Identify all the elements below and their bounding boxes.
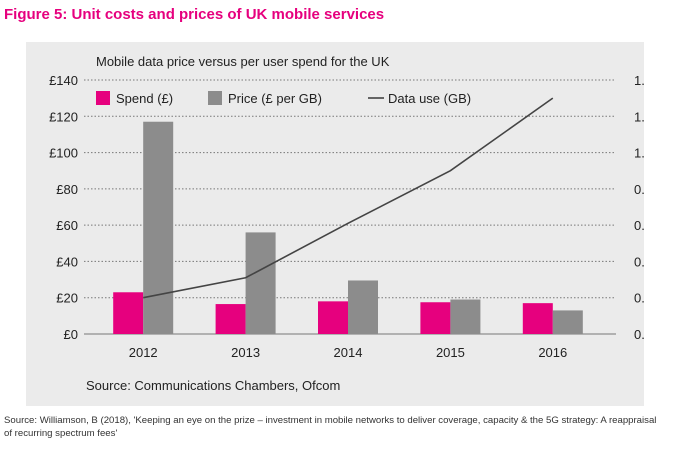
right-tick-label: 0.0 — [634, 327, 644, 342]
legend-swatch-spend — [96, 91, 110, 105]
left-tick-label: £100 — [49, 146, 78, 161]
left-axis: £0 £20 £40 £60 £80 £100 £120 £140 — [49, 73, 78, 342]
left-tick-label: £0 — [64, 327, 78, 342]
x-axis: 2012 2013 2014 2015 2016 — [129, 345, 568, 360]
right-tick-label: 1.4 — [634, 73, 644, 88]
spend-bar — [522, 303, 553, 334]
price-bar — [245, 232, 276, 334]
legend-label: Price (£ per GB) — [228, 91, 322, 106]
chart-title: Mobile data price versus per user spend … — [96, 54, 390, 69]
chart: Mobile data price versus per user spend … — [49, 54, 644, 393]
spend-bar — [420, 302, 451, 334]
source-note: Source: Williamson, B (2018), 'Keeping a… — [4, 415, 657, 439]
chart-panel: Mobile data price versus per user spend … — [26, 42, 644, 406]
left-tick-label: £20 — [56, 291, 78, 306]
right-tick-label: 0.8 — [634, 182, 644, 197]
legend-swatch-price — [208, 91, 222, 105]
left-tick-label: £120 — [49, 109, 78, 124]
x-tick-label: 2016 — [538, 345, 567, 360]
legend-label: Spend (£) — [116, 91, 173, 106]
left-tick-label: £60 — [56, 218, 78, 233]
spend-bar — [113, 292, 144, 334]
right-tick-label: 1.2 — [634, 109, 644, 124]
price-bar — [450, 299, 481, 334]
x-tick-label: 2015 — [436, 345, 465, 360]
right-axis: 0.0 0.2 0.4 0.6 0.8 1.0 1.2 1.4 — [634, 73, 644, 342]
price-bar — [143, 121, 174, 334]
data-use-line-group — [143, 97, 554, 299]
x-tick-label: 2013 — [231, 345, 260, 360]
right-tick-label: 0.6 — [634, 218, 644, 233]
spend-bar — [318, 301, 348, 334]
x-tick-label: 2014 — [334, 345, 363, 360]
chart-source: Source: Communications Chambers, Ofcom — [86, 378, 340, 393]
right-tick-label: 1.0 — [634, 146, 644, 161]
left-tick-label: £80 — [56, 182, 78, 197]
legend: Spend (£) Price (£ per GB) Data use (GB) — [96, 91, 471, 106]
data-use-line — [143, 97, 554, 299]
left-tick-label: £140 — [49, 73, 78, 88]
right-tick-label: 0.4 — [634, 254, 644, 269]
x-tick-label: 2012 — [129, 345, 158, 360]
price-bar — [348, 280, 378, 334]
legend-label: Data use (GB) — [388, 91, 471, 106]
price-bar — [552, 310, 583, 334]
bars — [113, 121, 583, 334]
spend-bar — [215, 304, 246, 334]
right-tick-label: 0.2 — [634, 291, 644, 306]
left-tick-label: £40 — [56, 254, 78, 269]
figure-title: Figure 5: Unit costs and prices of UK mo… — [4, 6, 385, 23]
